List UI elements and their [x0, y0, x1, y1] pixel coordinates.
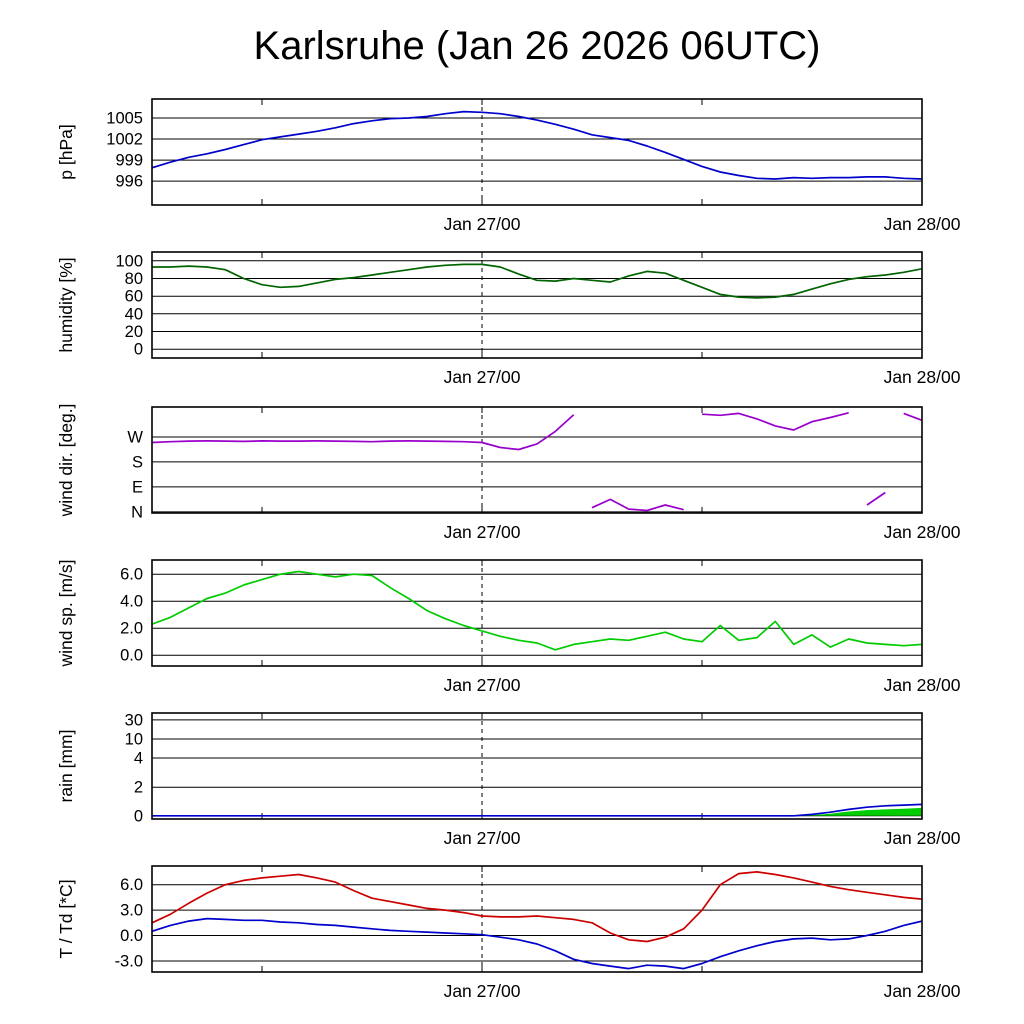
x-tick-label: Jan 27/00 [444, 522, 521, 542]
y-tick-label: 0 [134, 807, 143, 825]
series-temperature [152, 871, 922, 943]
x-tick-label: Jan 27/00 [444, 367, 521, 387]
panel-wind-speed: 0.0 2.0 4.0 6.0 Jan 27/00 Jan 28/00 wind sp. [… [56, 559, 961, 695]
x-tick-label: Jan 28/00 [884, 522, 961, 542]
x-tick-label: Jan 27/00 [444, 214, 521, 234]
panel-rain: 0 2 410 30 Jan 27/00 Jan 28/00 rain [mm] [56, 711, 961, 848]
panel-border [151, 98, 923, 206]
series-pressure [152, 110, 922, 180]
series-rain-convective-fill [152, 807, 922, 816]
y-tick-label: 100 [115, 252, 143, 270]
y-tick-label: 4 [134, 750, 143, 768]
series-rain-total [152, 803, 922, 817]
y-tick-label: 80 [125, 270, 143, 288]
panel-border [151, 865, 923, 973]
y-tick-label: 0.0 [120, 927, 143, 945]
series-wind-direction [152, 411, 922, 512]
y-tick-label: 999 [115, 152, 143, 170]
x-tick-label: Jan 28/00 [884, 214, 961, 234]
chart-title: Karlsruhe (Jan 26 2026 06UTC) [253, 24, 821, 68]
panel-border [151, 406, 923, 514]
series-dewpoint [152, 917, 922, 970]
y-tick-label: N [131, 503, 143, 521]
panel-border [151, 559, 923, 667]
y-tick-label: 0.0 [120, 647, 143, 665]
y-tick-label: -3.0 [115, 953, 143, 971]
y-tick-label: 10 [125, 731, 143, 749]
x-tick-label: Jan 28/00 [884, 981, 961, 1001]
y-tick-label: 20 [125, 323, 143, 341]
y-axis-title: wind sp. [m/s] [56, 560, 76, 668]
series-wind-speed [152, 570, 922, 651]
y-axis-title: T / Td [*C] [56, 879, 76, 958]
y-tick-label: S [132, 453, 143, 471]
y-axis-title: humidity [%] [56, 257, 76, 352]
y-axis-title: wind dir. [deg.] [56, 404, 76, 518]
y-tick-label: 60 [125, 288, 143, 306]
y-tick-label: 996 [115, 173, 143, 191]
y-axis-title: p [hPa] [56, 124, 76, 179]
y-tick-label: 1002 [106, 131, 143, 149]
y-tick-label: 6.0 [120, 876, 143, 894]
x-tick-label: Jan 27/00 [444, 675, 521, 695]
x-tick-label: Jan 27/00 [444, 828, 521, 848]
x-tick-label: Jan 28/00 [884, 367, 961, 387]
y-tick-label: 4.0 [120, 593, 143, 611]
x-tick-label: Jan 27/00 [444, 981, 521, 1001]
x-tick-label: Jan 28/00 [884, 675, 961, 695]
panel-border [151, 712, 923, 820]
y-tick-label: 1005 [106, 110, 143, 128]
y-tick-label: 6.0 [120, 566, 143, 584]
y-tick-label: E [132, 478, 143, 496]
y-axis-title: rain [mm] [56, 730, 76, 803]
x-tick-label: Jan 28/00 [884, 828, 961, 848]
panel-pressure: 996 999 1002 1005 Jan 27/00 Jan 28/00 p [hPa] [56, 98, 961, 234]
y-tick-label: 3.0 [120, 902, 143, 920]
y-tick-label: 2 [134, 779, 143, 797]
y-tick-label: 40 [125, 305, 143, 323]
y-tick-label: 0 [134, 341, 143, 359]
series-humidity [152, 263, 922, 299]
panel-temperature: -3.0 0.0 3.0 6.0 Jan 27/00 Jan 28/00 T / Td [*… [56, 865, 961, 1001]
y-tick-label: 30 [125, 711, 143, 729]
y-tick-label: 2.0 [120, 620, 143, 638]
y-tick-label: W [127, 429, 143, 447]
panel-border [151, 251, 923, 359]
